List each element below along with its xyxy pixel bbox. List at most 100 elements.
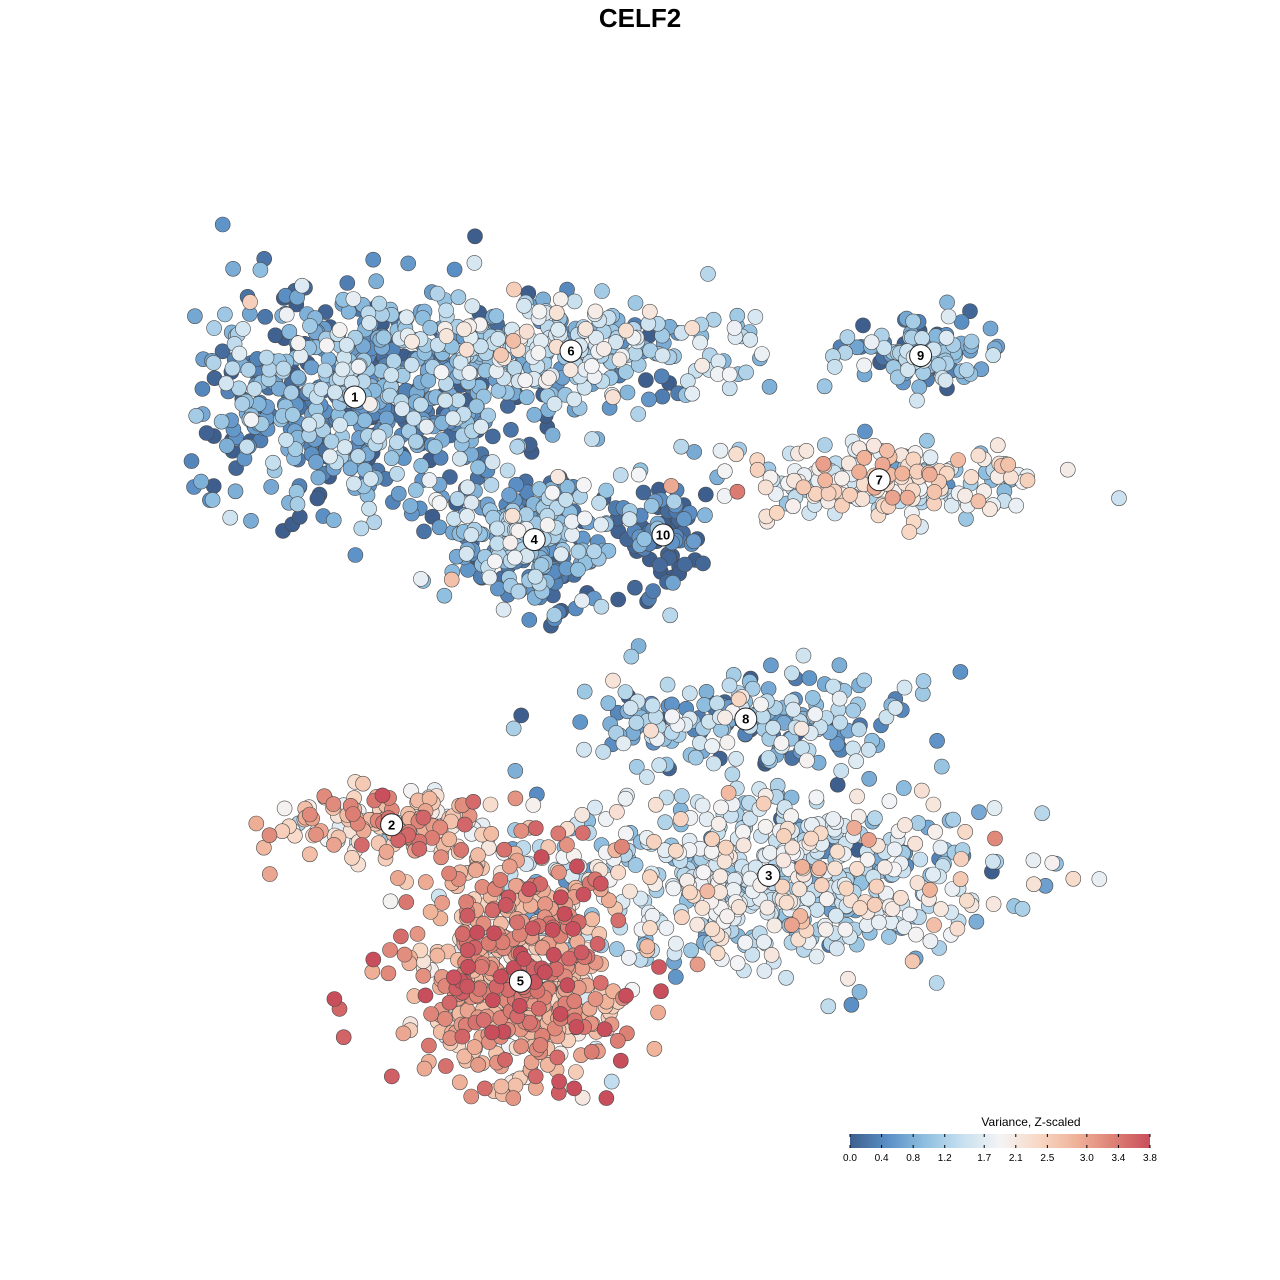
scatter-point <box>659 676 676 693</box>
scatter-point <box>922 449 939 466</box>
scatter-point <box>776 828 792 844</box>
scatter-point <box>267 327 284 344</box>
scatter-point <box>845 702 862 719</box>
scatter-point <box>313 381 330 397</box>
scatter-point <box>559 977 576 994</box>
scatter-point <box>894 465 911 482</box>
scatter-point <box>355 775 371 792</box>
scatter-point <box>945 811 962 828</box>
scatter-point <box>735 837 752 854</box>
scatter-point <box>382 942 398 958</box>
scatter-point <box>317 362 333 379</box>
scatter-point <box>531 303 548 320</box>
scatter-point <box>609 1033 626 1049</box>
scatter-point <box>550 825 567 842</box>
scatter-point <box>452 450 468 467</box>
cluster-label-badge <box>559 339 583 363</box>
scatter-point <box>654 388 671 405</box>
colorbar-tick-label: 0.8 <box>906 1153 920 1164</box>
scatter-point <box>950 452 966 468</box>
scatter-point <box>926 484 943 500</box>
scatter-point <box>760 750 777 766</box>
scatter-point <box>594 283 610 299</box>
scatter-point <box>778 894 795 911</box>
scatter-point <box>486 925 502 942</box>
scatter-point <box>530 345 547 361</box>
scatter-point <box>755 795 772 812</box>
scatter-point <box>452 354 469 371</box>
scatter-point <box>365 951 382 968</box>
scatter-point <box>712 868 729 885</box>
scatter-point <box>795 647 812 664</box>
scatter-point <box>1091 871 1108 887</box>
scatter-point <box>281 323 298 340</box>
scatter-point <box>617 684 634 700</box>
scatter-point <box>467 862 484 878</box>
scatter-point <box>762 844 778 861</box>
scatter-point <box>985 853 1001 870</box>
scatter-point <box>774 878 791 895</box>
scatter-point <box>436 587 453 604</box>
scatter-point <box>412 396 429 413</box>
scatter-point <box>1111 490 1127 507</box>
scatter-point <box>596 1021 613 1037</box>
scatter-point <box>510 583 527 600</box>
scatter-point <box>895 780 912 796</box>
scatter-point <box>575 477 592 493</box>
scatter-point <box>765 719 781 736</box>
scatter-point <box>721 677 738 694</box>
cluster-label: 2 <box>380 813 404 837</box>
scatter-point <box>970 447 987 464</box>
scatter-point <box>753 696 769 713</box>
scatter-point <box>694 357 711 374</box>
color-legend: Variance, Z-scaled 0.0 0.4 0.8 1.2 1.7 2.1 2.5… <box>843 1115 1157 1164</box>
scatter-point <box>804 690 821 706</box>
scatter-point <box>861 770 878 787</box>
scatter-point <box>225 260 241 277</box>
scatter-point <box>826 359 843 375</box>
scatter-point <box>480 407 496 424</box>
scatter-point <box>1065 870 1082 887</box>
scatter-point <box>466 1039 483 1055</box>
scatter-point <box>518 323 535 340</box>
scatter-point <box>368 273 385 290</box>
scatter-point <box>692 334 708 351</box>
cluster-label: 10 <box>651 523 675 547</box>
scatter-point <box>513 1038 529 1055</box>
scatter-point <box>665 574 681 591</box>
scatter-point <box>371 295 388 312</box>
scatter-point <box>608 941 625 957</box>
scatter-point <box>559 837 575 853</box>
scatter-point <box>694 900 711 916</box>
scatter-point <box>878 709 895 726</box>
scatter-point <box>819 891 835 907</box>
scatter-point <box>261 827 278 844</box>
colorbar-ticks: 0.0 0.4 0.8 1.2 1.7 2.1 2.5 3.0 3.4 3.8 <box>843 1134 1157 1164</box>
scatter-point <box>507 549 523 566</box>
scatter-point <box>919 432 935 449</box>
scatter-point <box>482 796 499 813</box>
scatter-point <box>194 381 211 397</box>
scatter-point <box>322 448 338 465</box>
scatter-point <box>574 806 591 823</box>
scatter-point <box>569 858 585 875</box>
scatter-point <box>901 524 918 540</box>
scatter-point <box>361 500 377 517</box>
scatter-point <box>813 877 830 894</box>
scatter-point <box>568 1064 584 1080</box>
scatter-point <box>458 545 475 562</box>
scatter-point <box>744 680 761 697</box>
scatter-point <box>735 824 751 840</box>
scatter-point <box>628 714 645 731</box>
scatter-point <box>639 769 655 785</box>
scatter-point <box>461 365 478 381</box>
scatter-point <box>451 1074 468 1091</box>
scatter-point <box>383 1068 400 1085</box>
scatter-point <box>653 368 670 385</box>
scatter-point <box>699 883 716 900</box>
scatter-point <box>618 322 634 339</box>
scatter-point <box>724 766 741 783</box>
scatter-point <box>700 266 716 282</box>
colorbar-tick-label: 1.7 <box>977 1153 991 1164</box>
scatter-point <box>243 512 259 529</box>
